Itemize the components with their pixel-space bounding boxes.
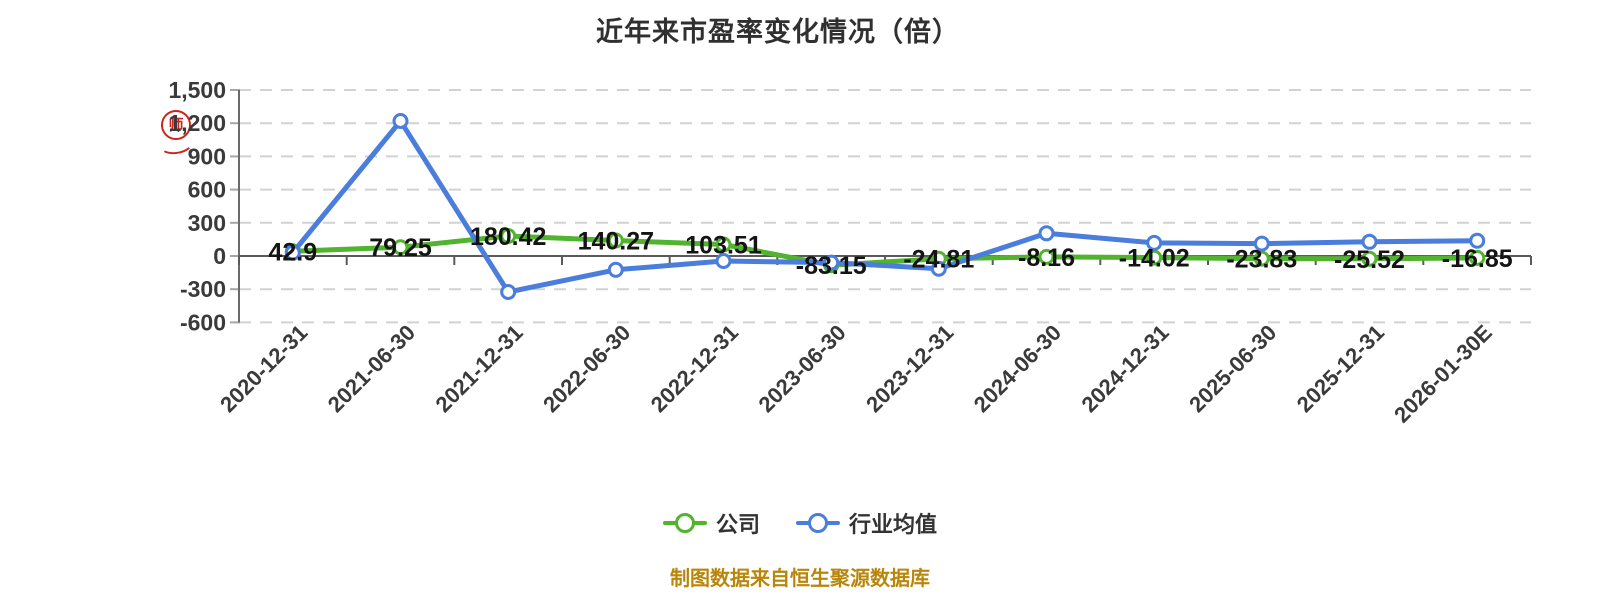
data-point xyxy=(607,261,624,278)
data-point xyxy=(1361,233,1378,250)
x-axis-tick-label: 2025-06-30 xyxy=(1184,320,1281,417)
data-label: 140.27 xyxy=(578,228,654,256)
series-line-industry-average xyxy=(290,118,1480,295)
data-point xyxy=(1361,250,1378,267)
data-label: -25.52 xyxy=(1334,246,1405,274)
data-point xyxy=(1469,249,1486,266)
legend-item-label: 公司 xyxy=(715,512,760,537)
seal-ring: 师 xyxy=(161,110,191,140)
data-point xyxy=(715,236,732,253)
legend-item-company[interactable]: 公司 xyxy=(662,507,760,539)
data-point xyxy=(930,260,947,277)
x-axis-tick-label: 2021-12-31 xyxy=(430,320,527,417)
chart-title: 近年来市盈率变化情况（倍） xyxy=(596,17,960,47)
y-axis-tick-label: 1,500 xyxy=(168,77,226,103)
data-source-note: 制图数据来自恒生聚源数据库 xyxy=(670,568,930,590)
legend-series-marker-icon xyxy=(796,513,840,533)
data-point xyxy=(392,113,409,129)
data-label: -23.83 xyxy=(1226,246,1297,274)
data-label: -24.81 xyxy=(903,246,974,274)
data-point xyxy=(823,254,840,271)
data-label: 180.42 xyxy=(470,223,546,251)
x-axis-tick-label: 2022-12-31 xyxy=(646,320,743,417)
data-label: 79.25 xyxy=(369,234,432,262)
data-point xyxy=(1038,225,1055,242)
y-axis-tick-label: 1,200 xyxy=(168,110,226,136)
data-point xyxy=(392,239,409,256)
data-point xyxy=(500,284,517,300)
legend-item-industry-average[interactable]: 行业均值 xyxy=(796,507,937,539)
data-label: -14.02 xyxy=(1119,245,1190,273)
x-axis-tick-label: 2023-12-31 xyxy=(861,320,958,417)
y-axis-tick-label: -600 xyxy=(180,309,226,335)
x-axis-tick-label: 2024-06-30 xyxy=(969,320,1066,417)
x-axis-tick-label: 2021-06-30 xyxy=(323,320,420,417)
red-seal-stamp-icon: 师 xyxy=(157,110,195,157)
seal-glyph: 师 xyxy=(168,116,184,134)
x-axis-tick-label: 2026-01-30E xyxy=(1389,320,1497,428)
data-label: 42.9 xyxy=(268,238,317,266)
legend-series-marker-icon xyxy=(662,513,707,533)
y-axis-tick-label: 600 xyxy=(188,177,226,203)
data-point xyxy=(284,244,301,261)
data-point xyxy=(1253,250,1270,267)
data-point xyxy=(1146,234,1163,251)
y-axis-tick-label: 300 xyxy=(188,210,226,236)
y-axis-tick-label: 900 xyxy=(188,143,226,169)
data-point xyxy=(1253,235,1270,252)
x-axis-tick-label: 2023-06-30 xyxy=(753,320,850,417)
data-point xyxy=(500,228,517,244)
data-label: -8.16 xyxy=(1018,244,1075,272)
legend: 公司 行业均值 xyxy=(0,503,1600,543)
y-axis-tick-label: 0 xyxy=(213,243,226,269)
y-axis-tick-label: -300 xyxy=(180,276,226,302)
data-label: 103.51 xyxy=(685,232,762,260)
data-point xyxy=(1146,249,1163,266)
data-label: -83.15 xyxy=(796,252,867,280)
data-point xyxy=(1469,232,1486,249)
series-line-company xyxy=(290,233,1480,268)
legend-item-label: 行业均值 xyxy=(849,512,938,537)
x-axis-tick-label: 2020-12-31 xyxy=(215,320,312,417)
data-label: -16.85 xyxy=(1442,245,1513,273)
x-axis-tick-label: 2025-12-31 xyxy=(1292,320,1389,417)
data-point xyxy=(607,232,624,249)
x-axis-tick-label: 2024-12-31 xyxy=(1076,320,1173,417)
x-axis-tick-label: 2022-06-30 xyxy=(538,320,635,417)
data-point xyxy=(715,253,732,269)
data-point xyxy=(1038,248,1055,265)
